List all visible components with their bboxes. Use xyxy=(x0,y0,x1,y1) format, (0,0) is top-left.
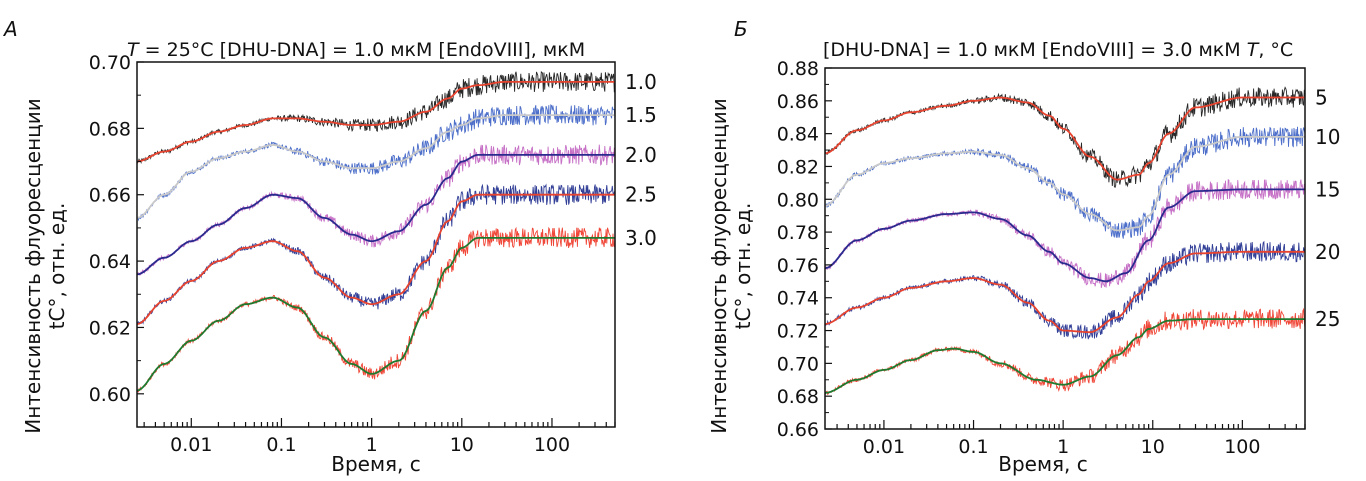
panel-a-series-2-label: 1.5 xyxy=(625,103,657,127)
panel-b-series-4-fit-line xyxy=(824,250,1305,334)
panel-b-y-tick-label: 0.66 xyxy=(777,419,819,441)
panel-a-y-tick-label: 0.64 xyxy=(89,251,131,273)
panel-b-ylabel-line2: tC°, отн. ед. xyxy=(731,203,755,330)
panel-b-y-tick-label: 0.84 xyxy=(777,124,819,146)
panel-b-y-tick-label: 0.74 xyxy=(777,288,819,310)
panel-b-noise-layer xyxy=(824,86,1306,396)
panel-a-series-1-fit-line xyxy=(136,81,615,163)
panel-b-y-tick-label: 0.78 xyxy=(777,222,819,244)
panel-a-condition: T = 25°C [DHU-DNA] = 1.0 мкМ [EndoVIII],… xyxy=(127,39,585,61)
panel-b-y-tick-label: 0.80 xyxy=(777,189,819,211)
panel-b-series-2-fit-line xyxy=(824,135,1305,232)
panel-b-y-tick-label: 0.88 xyxy=(777,58,819,80)
panel-b-fit-layer xyxy=(824,96,1305,394)
panel-a-y-tick-label: 0.62 xyxy=(89,317,131,339)
panel-b-y-axis: 0.66 0.68 0.70 0.72 0.74 0.76 0.78 0.80 0.82 0.84… xyxy=(777,58,832,441)
panel-a: А T = 25°C [DHU-DNA] = 1.0 мкМ [EndoVIII… xyxy=(2,17,657,476)
panel-b-condition-t: T xyxy=(1247,39,1260,61)
panel-a-ylabel-line1: Интенсивность флуоресценции xyxy=(21,98,45,434)
panel-b-series-2-data-trace xyxy=(824,126,1306,239)
panel-a-y-axis: 0.60 0.62 0.64 0.66 0.68 0.70 xyxy=(89,52,144,406)
panel-b-y-tick-label: 0.70 xyxy=(777,353,819,375)
panel-a-series-labels: 1.0 1.5 2.0 2.5 3.0 xyxy=(625,70,657,250)
panel-b-y-title: Интенсивность флуоресценции tC°, отн. ед… xyxy=(707,98,755,434)
panel-b-series-labels: 5 10 15 20 25 xyxy=(1315,86,1340,332)
panel-a-series-3-fit-line xyxy=(136,153,615,276)
panel-b-x-tick-label: 1 xyxy=(1057,436,1069,458)
panel-a-ylabel-line2: tC°, отн. ед. xyxy=(45,203,69,330)
panel-b-series-5-fit-line xyxy=(824,318,1305,394)
panel-b-plot-frame xyxy=(824,67,1306,430)
panel-a-condition-rest: = 25°C [DHU-DNA] = 1.0 мкМ [EndoVIII], м… xyxy=(139,39,585,61)
panel-b-x-tick-label: 0.01 xyxy=(863,436,905,458)
panel-b-series-1-label: 5 xyxy=(1315,86,1328,110)
panel-b-series-1-fit-line xyxy=(824,96,1305,181)
panel-b: Б [DHU-DNA] = 1.0 мкМ [EndoVIII] = 3.0 м… xyxy=(707,17,1340,476)
panel-a-series-1-label: 1.0 xyxy=(625,70,657,94)
panel-b-x-tick-label: 100 xyxy=(1224,436,1260,458)
panel-b-series-5-label: 25 xyxy=(1315,307,1340,331)
panel-a-series-2-fit-line xyxy=(136,114,615,219)
panel-a-series-3-label: 2.0 xyxy=(625,143,657,167)
panel-a-x-tick-label: 1 xyxy=(366,434,378,456)
panel-a-letter: А xyxy=(2,17,18,41)
panel-b-series-2-label: 10 xyxy=(1315,125,1340,149)
panel-b-y-tick-label: 0.82 xyxy=(777,156,819,178)
panel-b-series-3-fit-line xyxy=(824,188,1305,283)
panel-b-letter: Б xyxy=(734,17,748,41)
panel-a-y-title: Интенсивность флуоресценции tC°, отн. ед… xyxy=(21,98,69,434)
panel-a-series-4-label: 2.5 xyxy=(625,183,657,207)
panel-b-series-3-label: 15 xyxy=(1315,177,1340,201)
panel-b-y-tick-label: 0.72 xyxy=(777,321,819,343)
panel-a-x-axis: 0.01 0.1 1 10 100 xyxy=(143,418,616,456)
panel-b-x-axis: 0.01 0.1 1 10 100 xyxy=(836,420,1306,458)
panel-b-x-tick-label: 10 xyxy=(1141,436,1165,458)
panel-a-plot-frame xyxy=(136,61,616,428)
panel-a-condition-t: T xyxy=(127,39,140,61)
panel-b-series-4-label: 20 xyxy=(1315,240,1340,264)
panel-a-y-tick-label: 0.68 xyxy=(89,118,131,140)
panel-b-x-tick-label: 0.1 xyxy=(958,436,988,458)
panel-a-series-1-data-trace xyxy=(136,70,616,165)
panel-a-series-4-fit-line xyxy=(136,193,615,325)
panel-b-series-5-data-trace xyxy=(824,307,1306,396)
panel-a-series-5-fit-line xyxy=(136,236,615,392)
panel-a-y-tick-label: 0.70 xyxy=(89,52,131,74)
panel-b-y-tick-label: 0.68 xyxy=(777,386,819,408)
panel-a-x-tick-label: 0.1 xyxy=(266,434,296,456)
panel-a-series-5-label: 3.0 xyxy=(625,226,657,250)
panel-b-ylabel-line1: Интенсивность флуоресценции xyxy=(707,98,731,434)
panel-b-y-tick-label: 0.76 xyxy=(777,255,819,277)
panel-a-x-tick-label: 10 xyxy=(450,434,474,456)
panel-b-condition-main: [DHU-DNA] = 1.0 мкМ [EndoVIII] = 3.0 мкМ xyxy=(823,39,1247,61)
panel-b-y-tick-label: 0.86 xyxy=(777,91,819,113)
panel-b-series-4-data-trace xyxy=(824,240,1306,340)
panel-a-series-3-data-trace xyxy=(136,144,616,276)
panel-a-x-tick-label: 100 xyxy=(534,434,570,456)
panel-a-x-tick-label: 0.01 xyxy=(170,434,212,456)
panel-b-xlabel: Время, с xyxy=(998,452,1088,476)
panel-a-xlabel: Время, с xyxy=(331,452,421,476)
panel-a-noise-layer xyxy=(136,70,616,393)
panel-a-fit-layer xyxy=(136,81,615,392)
panel-b-condition-unit: , °C xyxy=(1258,39,1293,61)
panel-a-y-tick-label: 0.66 xyxy=(89,185,131,207)
panel-a-y-tick-label: 0.60 xyxy=(89,384,131,406)
panel-b-condition: [DHU-DNA] = 1.0 мкМ [EndoVIII] = 3.0 мкМ… xyxy=(823,39,1293,61)
panel-a-series-5-data-trace xyxy=(136,226,616,393)
